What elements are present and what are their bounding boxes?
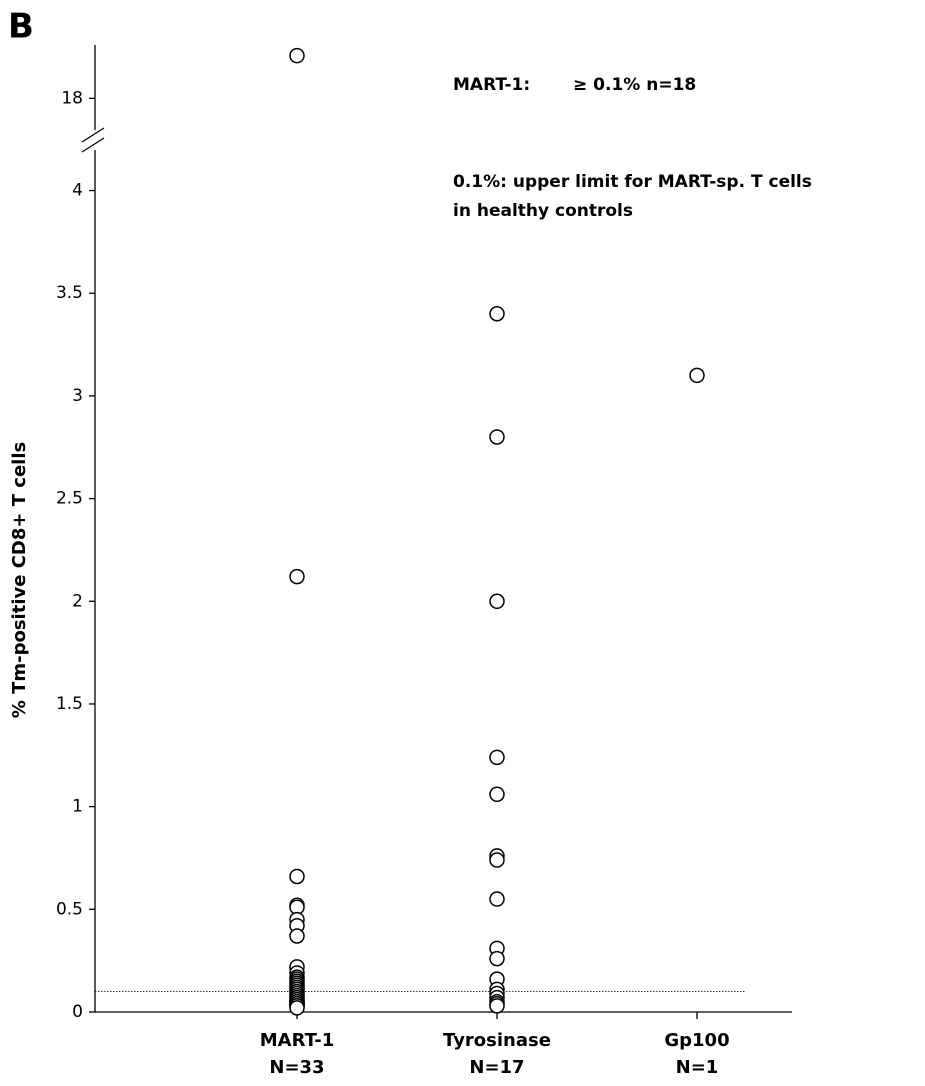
- y-tick-label: 1.5: [56, 694, 83, 714]
- data-point: [489, 593, 505, 610]
- data-point: [489, 429, 505, 445]
- annotation: ≥ 0.1% n=18: [573, 75, 696, 95]
- x-tick-label: Tyrosinase: [443, 1030, 551, 1051]
- data-point: [489, 891, 505, 907]
- data-point: [489, 950, 505, 967]
- x-tick-label: N=1: [676, 1057, 719, 1078]
- annotation: 0.1%: upper limit for MART-sp. T cells: [453, 172, 812, 192]
- y-tick-label: 4: [72, 181, 83, 201]
- data-point: [289, 1000, 305, 1016]
- y-tick-label: 1: [72, 797, 83, 817]
- data-point: [289, 47, 305, 64]
- data-point: [489, 998, 505, 1014]
- data-point: [289, 868, 305, 885]
- x-tick-label: N=33: [269, 1057, 324, 1078]
- y-tick-label: 2: [72, 591, 83, 611]
- y-tick-label: 0: [72, 1002, 83, 1022]
- panel-label: B: [8, 7, 34, 47]
- data-point: [689, 367, 705, 384]
- data-point: [489, 749, 505, 766]
- data-point: [289, 928, 305, 944]
- x-tick-label: N=17: [469, 1057, 524, 1078]
- annotation: in healthy controls: [453, 201, 633, 221]
- y-tick-label: 2.5: [56, 489, 83, 509]
- axis-break: [81, 127, 105, 143]
- data-point: [489, 306, 505, 322]
- data-point: [289, 568, 305, 585]
- data-point: [489, 852, 505, 868]
- y-tick-label: 3: [72, 386, 83, 406]
- x-tick-label: Gp100: [664, 1030, 729, 1051]
- x-tick-label: MART-1: [260, 1030, 335, 1051]
- y-tick-label: 18: [61, 88, 83, 108]
- data-point: [489, 786, 505, 803]
- y-axis-label: % Tm-positive CD8+ T cells: [9, 442, 30, 718]
- annotation: MART-1:: [453, 75, 530, 95]
- y-tick-label: 3.5: [56, 283, 83, 303]
- y-tick-label: 0.5: [56, 899, 83, 919]
- axis-break: [81, 137, 105, 153]
